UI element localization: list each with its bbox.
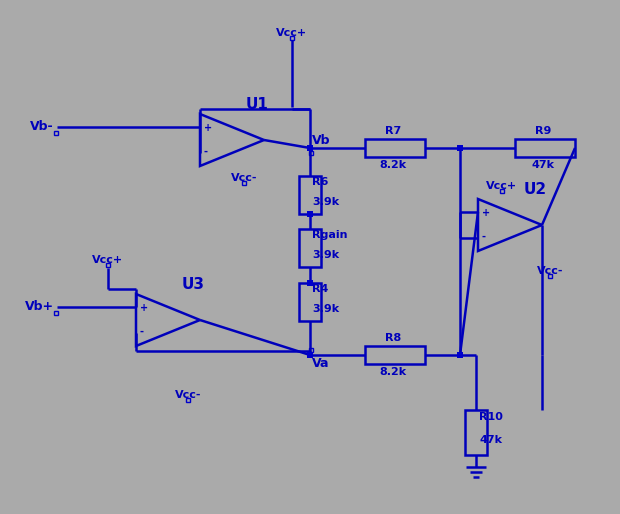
Text: U2: U2 — [524, 182, 547, 197]
Bar — [299, 229, 321, 267]
Text: +: + — [482, 208, 490, 218]
Bar — [309, 348, 312, 352]
Bar — [365, 346, 425, 364]
Text: Vb+: Vb+ — [25, 300, 54, 313]
Bar — [309, 151, 312, 155]
Text: R9: R9 — [535, 126, 551, 136]
Text: 3.9k: 3.9k — [312, 304, 339, 314]
Bar — [106, 263, 110, 267]
Bar — [500, 189, 503, 193]
Text: Vcc-: Vcc- — [537, 266, 563, 276]
Bar — [290, 36, 294, 40]
Text: Va: Va — [312, 357, 329, 370]
Text: -: - — [482, 232, 486, 242]
Text: R8: R8 — [385, 333, 401, 343]
Bar — [515, 139, 575, 157]
Bar — [465, 410, 487, 454]
Text: R7: R7 — [385, 126, 401, 136]
Text: Vcc+: Vcc+ — [487, 181, 518, 191]
Bar — [186, 398, 190, 402]
Text: 3.9k: 3.9k — [312, 250, 339, 260]
Text: U3: U3 — [182, 277, 205, 292]
Text: +: + — [204, 123, 212, 133]
Bar — [55, 311, 58, 315]
Text: R6: R6 — [312, 177, 329, 187]
Text: R10: R10 — [479, 412, 503, 422]
Text: 8.2k: 8.2k — [379, 367, 407, 377]
Bar — [548, 274, 552, 278]
Text: R4: R4 — [312, 284, 329, 294]
Text: +: + — [140, 303, 148, 314]
Text: Vcc-: Vcc- — [231, 173, 257, 183]
Text: 47k: 47k — [531, 160, 554, 170]
Bar — [299, 283, 321, 321]
Bar — [299, 176, 321, 214]
Text: 8.2k: 8.2k — [379, 160, 407, 170]
Text: U1: U1 — [246, 97, 269, 112]
Text: Vcc+: Vcc+ — [92, 255, 123, 265]
Text: Vcc+: Vcc+ — [277, 28, 308, 38]
Text: Rgain: Rgain — [312, 230, 347, 240]
Bar — [55, 131, 58, 135]
Text: -: - — [204, 146, 208, 157]
Text: Vb-: Vb- — [30, 119, 54, 133]
Text: -: - — [140, 327, 144, 337]
Bar — [365, 139, 425, 157]
Text: 47k: 47k — [479, 435, 502, 445]
Text: 3.9k: 3.9k — [312, 197, 339, 207]
Bar — [242, 181, 246, 185]
Text: Vb: Vb — [312, 134, 330, 147]
Text: Vcc-: Vcc- — [175, 390, 202, 400]
